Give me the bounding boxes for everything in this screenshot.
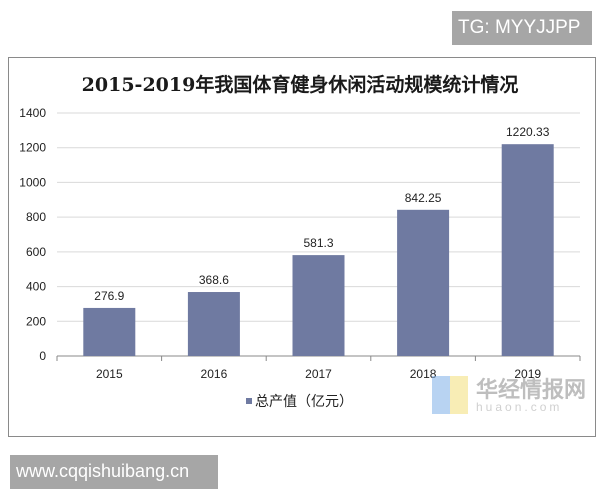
data-label: 842.25 (405, 191, 442, 205)
y-tick-label: 1200 (19, 141, 46, 155)
huaon-watermark: 华经情报网 huaon.com (432, 372, 592, 418)
y-tick-label: 600 (26, 245, 46, 259)
y-tick-label: 1400 (19, 106, 46, 120)
data-label: 276.9 (94, 289, 124, 303)
chart-frame (8, 57, 596, 437)
source-url: www.cqqishuibang.cn (10, 455, 218, 489)
x-tick-label: 2016 (201, 367, 228, 381)
y-tick-label: 800 (26, 210, 46, 224)
y-tick-label: 400 (26, 280, 46, 294)
legend-swatch (246, 398, 252, 404)
bar-2016 (187, 292, 240, 356)
y-tick-label: 1000 (19, 175, 46, 189)
data-label: 581.3 (303, 236, 333, 250)
bar-2018 (397, 209, 450, 356)
x-tick-label: 2019 (514, 367, 541, 381)
x-tick-label: 2018 (410, 367, 437, 381)
bar-2017 (292, 255, 345, 356)
data-label: 1220.33 (506, 125, 550, 139)
y-tick-label: 0 (39, 349, 46, 363)
watermark-tag: TG: MYYJJPP (452, 11, 592, 45)
bar-2015 (83, 307, 136, 356)
y-tick-label: 200 (26, 314, 46, 328)
chart-title: 2015-2019年我国体育健身休闲活动规模统计情况 (81, 74, 519, 96)
huaon-logo-icon (432, 376, 468, 414)
watermark-en: huaon.com (476, 400, 563, 414)
x-tick-label: 2017 (305, 367, 332, 381)
x-tick-label: 2015 (96, 367, 123, 381)
data-label: 368.6 (199, 273, 229, 287)
bar-2019 (501, 144, 554, 356)
legend-label: 总产值（亿元） (255, 394, 353, 410)
watermark-cn: 华经情报网 (476, 377, 587, 402)
